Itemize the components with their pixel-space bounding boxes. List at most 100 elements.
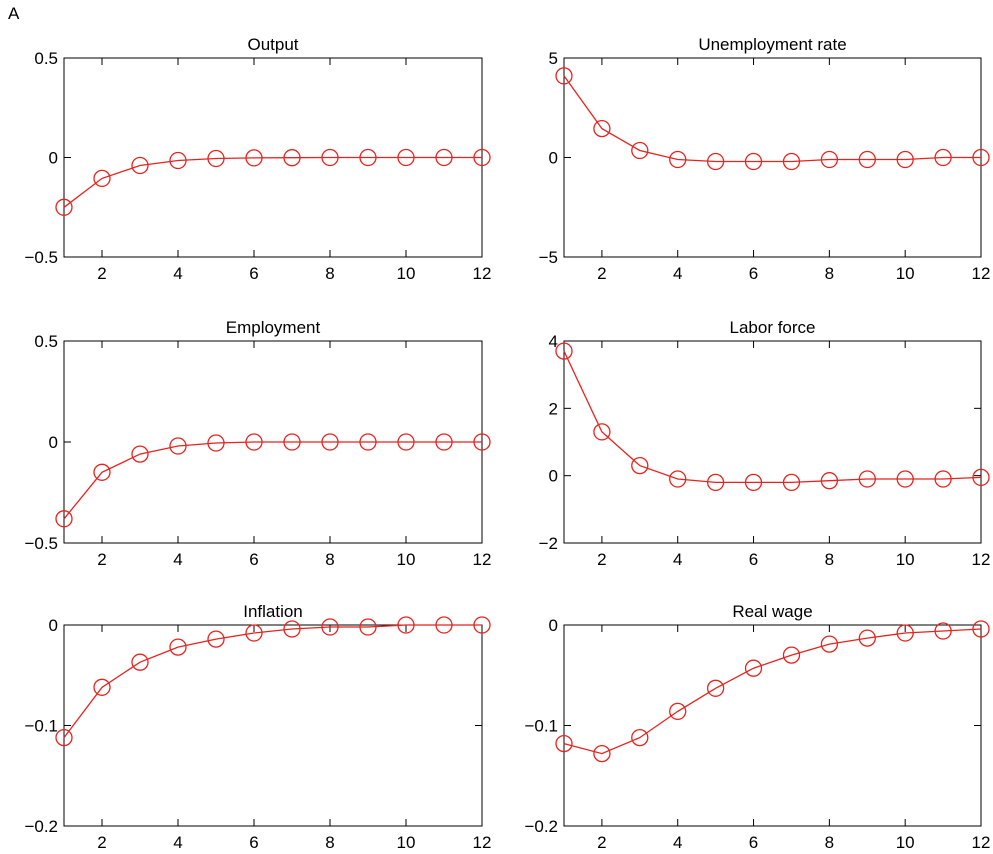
data-point [631, 141, 649, 160]
x-tick-label: 8 [825, 833, 834, 852]
x-tick-label: 12 [473, 550, 492, 569]
x-tick-label: 4 [673, 833, 682, 852]
series-line [563, 350, 982, 484]
data-point [782, 473, 801, 492]
data-point [283, 433, 301, 451]
data-point [55, 198, 73, 216]
data-point [397, 616, 415, 634]
data-point [858, 150, 876, 169]
data-point [744, 659, 763, 677]
data-point [283, 620, 301, 638]
chart-employment: 2 4 6 8 10 12 −0.5 0 0.5 Employment [24, 318, 491, 569]
y-tick-label: 0 [49, 149, 58, 168]
data-point [359, 618, 377, 636]
data-point [555, 67, 573, 85]
figure-panel-label: A [8, 4, 20, 23]
x-tick-label: 10 [397, 833, 416, 852]
x-tick-label: 2 [597, 833, 606, 852]
y-tick-label: −0.2 [24, 817, 58, 836]
data-point [555, 734, 573, 753]
data-point [669, 470, 687, 488]
x-tick-label: 2 [597, 550, 606, 569]
data-point [93, 678, 111, 696]
data-point [782, 152, 801, 171]
data-point [473, 433, 491, 451]
y-tick-label: 0 [549, 467, 558, 486]
series-line [563, 75, 981, 163]
x-tick-label: 10 [397, 550, 416, 569]
data-point [245, 624, 263, 642]
series-line [63, 156, 482, 208]
data-point [283, 149, 301, 167]
data-point [435, 433, 453, 451]
data-point [896, 150, 914, 169]
data-point [820, 150, 839, 169]
y-tick-label: 5 [549, 49, 558, 68]
data-point [55, 510, 73, 528]
data-point [321, 148, 339, 167]
data-point [934, 470, 952, 488]
data-point [397, 148, 415, 167]
data-point [245, 149, 263, 167]
plot-frame [563, 624, 982, 827]
data-point [934, 148, 952, 167]
plot-frame [563, 57, 982, 258]
chart-output: 2 4 6 8 10 12 −0.5 0 0.5 Output [24, 35, 491, 283]
data-point [321, 618, 339, 636]
x-tick-label: 6 [249, 550, 258, 569]
data-point [245, 433, 263, 451]
y-tick-label: 4 [549, 332, 558, 351]
chart-title: Output [247, 35, 298, 54]
chart-title: Labor force [730, 318, 816, 337]
data-point [397, 433, 415, 451]
data-point [858, 629, 876, 647]
data-point [359, 148, 377, 167]
data-point [169, 151, 187, 170]
data-point [473, 148, 491, 167]
x-tick-label: 12 [473, 264, 492, 283]
x-tick-label: 2 [97, 550, 106, 569]
x-tick-label: 2 [97, 833, 106, 852]
chart-unemployment-rate: 2 4 6 8 10 12 −5 0 5 Unemployment rate [539, 35, 991, 283]
x-tick-label: 8 [325, 264, 334, 283]
data-point [131, 156, 149, 175]
chart-title: Employment [226, 318, 321, 337]
data-point [631, 728, 649, 747]
y-tick-label: 0 [549, 149, 558, 168]
x-tick-label: 8 [325, 550, 334, 569]
data-point [207, 149, 225, 168]
plot-frame [63, 624, 483, 827]
data-point [706, 679, 725, 697]
y-tick-label: 0.5 [34, 332, 58, 351]
data-point [593, 423, 611, 441]
data-point [359, 433, 377, 451]
data-point [782, 646, 801, 664]
x-tick-label: 4 [673, 550, 682, 569]
data-point [593, 744, 611, 763]
data-point [131, 653, 149, 671]
data-point [93, 169, 111, 188]
y-tick-label: −2 [539, 534, 558, 553]
y-tick-label: −0.1 [524, 717, 558, 736]
x-tick-label: 4 [673, 264, 682, 283]
chart-labor-force: 2 4 6 8 10 12 −2 0 2 4 Labor force [539, 318, 991, 569]
x-tick-label: 10 [896, 550, 915, 569]
y-tick-label: −5 [539, 248, 558, 267]
y-tick-label: −0.5 [24, 248, 58, 267]
x-tick-label: 6 [749, 550, 758, 569]
series-line [63, 441, 482, 520]
data-point [593, 119, 611, 138]
x-tick-label: 8 [825, 550, 834, 569]
chart-title: Unemployment rate [698, 35, 846, 54]
data-point [169, 437, 187, 455]
data-point [706, 473, 725, 492]
data-point [631, 456, 649, 475]
data-point [820, 635, 839, 653]
y-tick-label: 0 [49, 616, 58, 635]
x-tick-label: 4 [173, 833, 182, 852]
data-point [169, 638, 187, 656]
data-point [669, 702, 687, 721]
data-point [820, 472, 839, 490]
x-tick-label: 12 [473, 833, 492, 852]
